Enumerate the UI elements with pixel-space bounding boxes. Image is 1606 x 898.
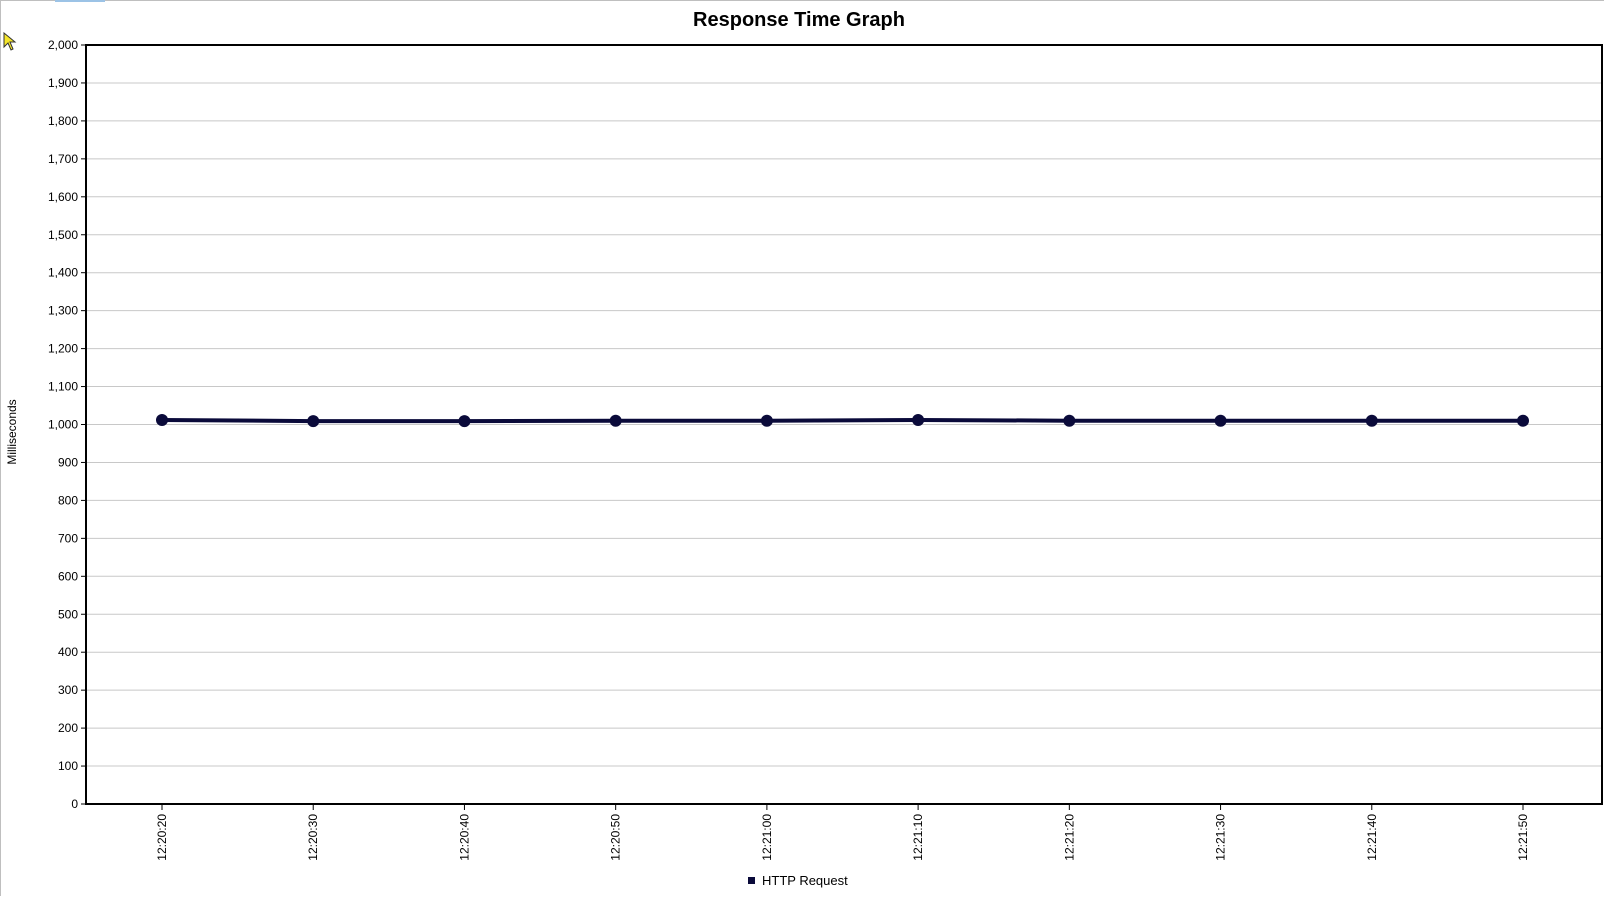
top-tab-indicator — [55, 0, 105, 2]
data-point — [609, 414, 622, 427]
y-tick-label: 1,300 — [48, 304, 78, 318]
data-point — [307, 415, 320, 428]
y-tick-label: 700 — [58, 531, 78, 545]
y-tick-label: 300 — [58, 683, 78, 697]
y-tick-label: 1,600 — [48, 190, 78, 204]
x-tick-label: 12:20:40 — [457, 814, 471, 861]
legend: HTTP Request — [748, 873, 848, 888]
y-tick-label: 1,800 — [48, 114, 78, 128]
x-tick-label: 12:21:20 — [1062, 814, 1076, 861]
y-tick-label: 1,000 — [48, 418, 78, 432]
y-tick-label: 200 — [58, 721, 78, 735]
y-tick-label: 400 — [58, 645, 78, 659]
data-point — [912, 413, 925, 426]
x-tick-label: 12:21:40 — [1365, 814, 1379, 861]
x-tick-label: 12:21:10 — [911, 814, 925, 861]
y-tick-label: 1,700 — [48, 152, 78, 166]
y-tick-label: 900 — [58, 455, 78, 469]
y-tick-label: 1,400 — [48, 266, 78, 280]
y-axis-ticks: 0 100 200 300 400 500 600 700 800 900 1,000 1,100 1,… — [48, 38, 86, 811]
legend-swatch-http-request — [748, 877, 755, 884]
x-tick-label: 12:21:00 — [760, 814, 774, 861]
y-tick-label: 100 — [58, 759, 78, 773]
legend-label-http-request: HTTP Request — [762, 873, 848, 888]
x-tick-label: 12:21:30 — [1214, 814, 1228, 861]
y-tick-label: 600 — [58, 569, 78, 583]
series-layer — [156, 413, 1529, 428]
data-point — [1214, 414, 1227, 427]
data-point — [760, 414, 773, 427]
x-tick-label: 12:20:50 — [609, 814, 623, 861]
x-tick-label: 12:21:50 — [1516, 814, 1530, 861]
y-tick-label: 1,100 — [48, 380, 78, 394]
series-line-http-request — [161, 417, 1523, 424]
chart-title: Response Time Graph — [693, 9, 905, 31]
x-tick-label: 12:20:30 — [306, 814, 320, 861]
y-tick-label: 2,000 — [48, 38, 78, 52]
y-tick-label: 1,500 — [48, 228, 78, 242]
data-point — [1517, 414, 1529, 427]
y-tick-label: 0 — [71, 797, 78, 811]
x-tick-label: 12:20:20 — [155, 814, 169, 861]
y-tick-label: 1,200 — [48, 342, 78, 356]
data-point — [1365, 414, 1378, 427]
y-axis-title: Milliseconds — [5, 399, 19, 464]
y-tick-label: 800 — [58, 493, 78, 507]
y-tick-label: 500 — [58, 607, 78, 621]
y-tick-label: 1,900 — [48, 76, 78, 90]
x-axis-ticks: 12:20:20 12:20:30 12:20:40 12:20:50 12:21:00… — [155, 804, 1530, 861]
data-point — [1063, 414, 1076, 427]
grid-lines — [86, 82, 1602, 767]
pointer-cursor-icon — [3, 32, 17, 51]
data-point — [156, 413, 168, 426]
data-point — [458, 415, 471, 428]
